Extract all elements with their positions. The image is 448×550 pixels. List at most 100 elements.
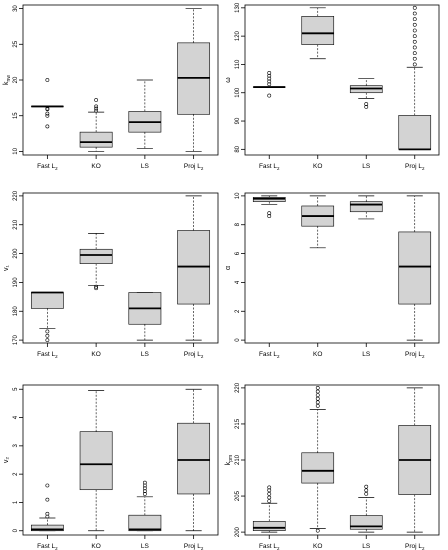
box-4 (177, 388, 211, 532)
box-2 (301, 195, 335, 249)
x-tick-label: KO (91, 163, 100, 170)
outlier-point (94, 108, 99, 113)
outlier-point (267, 495, 272, 500)
box-3 (349, 195, 383, 220)
outlier-point (45, 124, 50, 129)
box-3 (349, 484, 383, 533)
box-body (398, 115, 432, 150)
y-tick-label: 15 (13, 112, 19, 119)
x-tick-label: Fast L2 (37, 163, 58, 171)
plot-frame (244, 192, 440, 344)
y-tick-label: 205 (235, 490, 241, 501)
x-tick-label: Proj L2 (405, 351, 425, 359)
box-1 (252, 71, 286, 98)
outlier-point (267, 76, 272, 81)
box-3 (128, 79, 162, 149)
box-1 (30, 78, 64, 129)
box-body (79, 248, 113, 264)
y-tick-label: 100 (235, 87, 241, 98)
chart-panel-1: 10 15 20 25 30 knw Fast L2 KO LS Proj L2 (3, 5, 219, 171)
chart-panel-2: 80 90 100 110 120 130 ω Fast L2 KO LS Proj L2 (225, 2, 440, 171)
outlier-point (412, 22, 417, 27)
box-2 (79, 98, 113, 152)
box-4 (177, 195, 211, 341)
outlier-point (267, 93, 272, 98)
chart-panel-3: 170 180 190 200 210 220 v₁ Fast L2 KO LS Proj L2 (3, 190, 219, 359)
y-tick-label: 170 (13, 334, 19, 345)
box-body (301, 16, 335, 45)
outlier-point (45, 338, 50, 343)
outlier-point (267, 71, 272, 75)
x-tick-label: Proj L2 (184, 543, 204, 550)
outlier-point (45, 106, 50, 111)
outlier-point (45, 78, 50, 82)
y-tick-label: 180 (13, 306, 19, 317)
outlier-point (94, 106, 99, 111)
y-axis-label: v₁ (3, 264, 10, 271)
x-tick-label: Fast L2 (259, 163, 280, 171)
y-tick-label: 20 (13, 76, 19, 83)
y-tick-label: 90 (235, 117, 241, 124)
x-tick-label: LS (141, 543, 150, 550)
y-tick-label: 215 (235, 418, 241, 429)
box-1 (30, 483, 64, 532)
y-tick-label: 0 (13, 528, 19, 532)
outlier-point (315, 396, 320, 401)
y-tick-label: 110 (235, 59, 241, 69)
y-tick-label: 210 (235, 454, 241, 465)
y-tick-label: 200 (235, 526, 241, 537)
box-4 (398, 387, 432, 533)
box-2 (79, 390, 113, 532)
box-body (30, 524, 64, 532)
outlier-point (267, 82, 272, 87)
x-tick-label: LS (362, 543, 371, 550)
plot-frame (22, 192, 219, 344)
outlier-point (45, 511, 50, 516)
outlier-point (94, 98, 99, 102)
outlier-point (45, 329, 50, 334)
outlier-point (45, 113, 50, 118)
outlier-point (412, 45, 417, 50)
box-3 (128, 292, 162, 341)
plot-frame (22, 384, 219, 536)
box-3 (128, 480, 162, 532)
x-tick-label: Fast L2 (37, 351, 58, 359)
outlier-point (315, 385, 320, 390)
box-1 (252, 485, 286, 533)
outlier-point (412, 62, 417, 67)
x-tick-label: KO (313, 163, 322, 170)
outlier-point (142, 492, 147, 496)
x-tick-label: LS (362, 351, 371, 358)
outlier-point (267, 499, 272, 504)
outlier-point (364, 484, 369, 489)
x-tick-label: KO (91, 351, 100, 358)
x-tick-label: Proj L2 (184, 351, 204, 359)
y-tick-label: 6 (235, 251, 241, 255)
y-tick-label: 210 (13, 219, 19, 230)
outlier-point (45, 514, 50, 519)
outlier-point (315, 400, 320, 405)
x-tick-label: Proj L2 (405, 163, 425, 171)
chart-panel-6: 200 205 210 215 220 kpm Fast L2 KO LS Proj L2 (225, 382, 440, 550)
y-tick-label: 4 (13, 415, 19, 419)
outlier-point (45, 483, 50, 488)
outlier-point (267, 211, 272, 216)
y-tick-label: 120 (235, 30, 241, 41)
y-tick-label: 2 (13, 472, 19, 476)
x-tick-label: LS (141, 351, 150, 358)
chart-panel-4: 0 2 4 6 8 10 α Fast L2 KO LS Proj L2 (225, 192, 440, 359)
y-tick-label: 220 (13, 190, 19, 201)
y-tick-label: 3 (13, 444, 19, 448)
x-tick-label: KO (91, 543, 100, 550)
outlier-point (267, 488, 272, 493)
outlier-point (412, 34, 417, 39)
y-tick-label: 25 (13, 40, 19, 47)
outlier-point (412, 56, 417, 61)
x-tick-label: KO (313, 543, 322, 550)
outlier-point (142, 483, 147, 488)
x-tick-label: Fast L2 (259, 351, 280, 359)
outlier-point (412, 51, 417, 56)
y-tick-label: 5 (13, 387, 19, 391)
y-tick-label: 0 (235, 338, 241, 342)
outlier-point (267, 79, 272, 84)
